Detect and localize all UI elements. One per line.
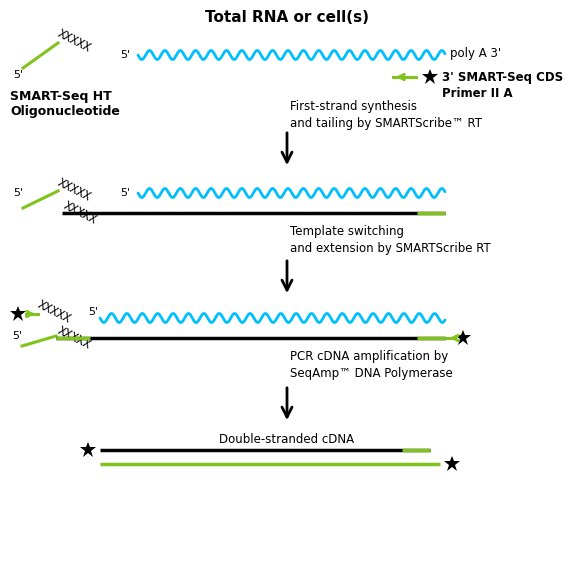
Text: poly A 3': poly A 3'	[450, 46, 501, 59]
Text: SMART-Seq HT
Oligonucleotide: SMART-Seq HT Oligonucleotide	[10, 90, 120, 118]
Text: 5': 5'	[88, 307, 98, 317]
Text: 5': 5'	[120, 50, 130, 60]
Text: 5': 5'	[13, 70, 23, 80]
Text: PCR cDNA amplification by
SeqAmp™ DNA Polymerase: PCR cDNA amplification by SeqAmp™ DNA Po…	[290, 350, 453, 380]
Text: 3' SMART-Seq CDS
Primer II A: 3' SMART-Seq CDS Primer II A	[442, 71, 563, 100]
Text: XXXXX: XXXXX	[56, 324, 94, 352]
Text: 5': 5'	[12, 331, 22, 341]
Text: XXXXX: XXXXX	[36, 298, 74, 326]
Text: 5': 5'	[120, 188, 130, 198]
Text: Double-stranded cDNA: Double-stranded cDNA	[220, 433, 355, 446]
Text: XXXXX: XXXXX	[62, 199, 99, 227]
Text: Total RNA or cell(s): Total RNA or cell(s)	[205, 10, 369, 25]
Text: 5': 5'	[13, 188, 23, 198]
Text: Template switching
and extension by SMARTScribe RT: Template switching and extension by SMAR…	[290, 225, 490, 255]
Text: First-strand synthesis
and tailing by SMARTScribe™ RT: First-strand synthesis and tailing by SM…	[290, 100, 482, 130]
Text: XXXXX: XXXXX	[56, 28, 94, 55]
Text: XXXXX: XXXXX	[56, 176, 94, 204]
